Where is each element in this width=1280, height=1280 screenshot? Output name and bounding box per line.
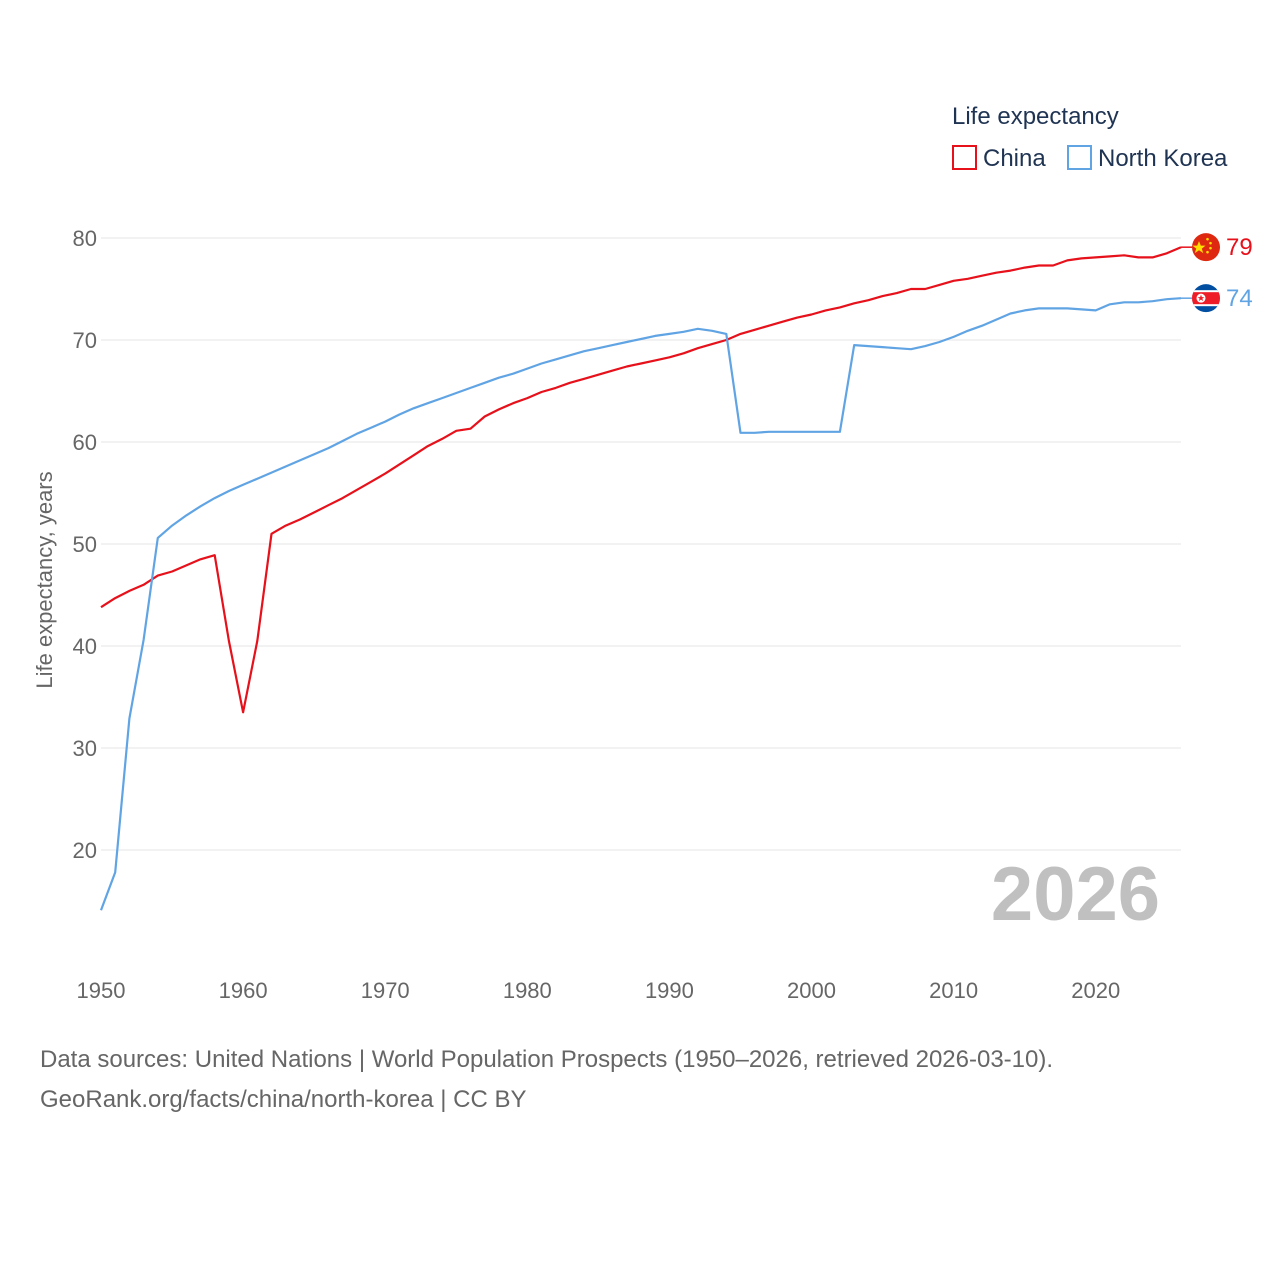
china-end-value: 79 <box>1226 234 1253 261</box>
y-tick-80: 80 <box>73 226 97 251</box>
y-tick-60: 60 <box>73 430 97 455</box>
legend-swatch-north-korea <box>1067 145 1092 170</box>
x-tick-1970: 1970 <box>361 978 410 1003</box>
north-korea-end-value: 74 <box>1226 285 1253 312</box>
x-tick-2020: 2020 <box>1071 978 1120 1003</box>
y-axis-ticks: 20 30 40 50 60 70 80 <box>73 226 97 863</box>
series-line-north-korea[interactable] <box>99 297 1182 911</box>
legend: Life expectancy China North Korea <box>952 103 1228 172</box>
legend-swatch-china <box>952 145 977 170</box>
series-layer <box>99 246 1182 911</box>
north-korea-end-marker: 74 <box>1181 284 1253 313</box>
x-axis-ticks: 1950 1960 1970 1980 1990 2000 2010 2020 <box>77 978 1121 1003</box>
legend-item-china[interactable]: China <box>952 145 1046 172</box>
grid-layer <box>101 237 1181 851</box>
north-korea-flag-icon <box>1192 284 1220 313</box>
series-line-china[interactable] <box>100 246 1182 714</box>
source-line-2[interactable]: GeoRank.org/facts/china/north-korea | CC… <box>40 1086 527 1113</box>
y-tick-30: 30 <box>73 736 97 761</box>
x-tick-1980: 1980 <box>503 978 552 1003</box>
legend-label-china: China <box>983 145 1046 172</box>
china-flag-icon <box>1192 233 1220 262</box>
x-tick-2000: 2000 <box>787 978 836 1003</box>
legend-title: Life expectancy <box>952 103 1119 130</box>
source-line-1: Data sources: United Nations | World Pop… <box>40 1046 1054 1073</box>
y-tick-70: 70 <box>73 328 97 353</box>
x-tick-2010: 2010 <box>929 978 978 1003</box>
y-tick-40: 40 <box>73 634 97 659</box>
legend-item-north-korea[interactable]: North Korea <box>1067 145 1228 172</box>
x-tick-1960: 1960 <box>219 978 268 1003</box>
y-tick-50: 50 <box>73 532 97 557</box>
x-tick-1990: 1990 <box>645 978 694 1003</box>
current-year-watermark: 2026 <box>991 852 1160 937</box>
y-axis-label: Life expectancy, years <box>32 471 57 688</box>
china-end-marker: 79 <box>1181 233 1253 262</box>
y-tick-20: 20 <box>73 838 97 863</box>
source-note: Data sources: United Nations | World Pop… <box>40 1040 1240 1120</box>
legend-label-north-korea: North Korea <box>1098 145 1228 172</box>
x-tick-1950: 1950 <box>77 978 126 1003</box>
